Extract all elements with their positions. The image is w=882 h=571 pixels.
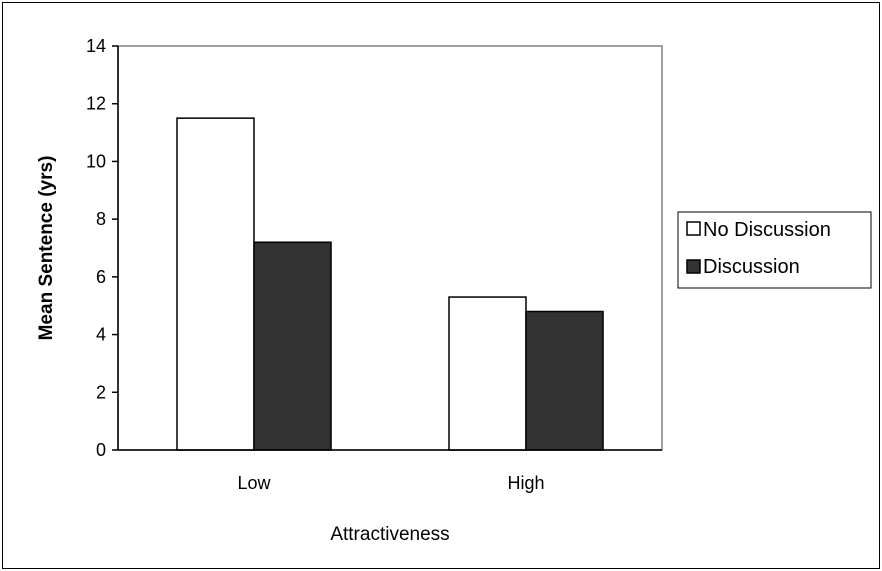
x-tick-label: High (507, 473, 544, 493)
y-tick-label: 6 (96, 267, 106, 287)
y-tick-label: 4 (96, 325, 106, 345)
y-tick-label: 0 (96, 440, 106, 460)
bars-layer (176, 117, 604, 451)
bar-no-discussion-high (448, 296, 527, 451)
x-tick-label: Low (237, 473, 271, 493)
y-tick-label: 2 (96, 382, 106, 402)
y-tick-label: 14 (86, 36, 106, 56)
y-tick-label: 12 (86, 94, 106, 114)
y-axis-title: Mean Sentence (yrs) (36, 156, 57, 341)
y-tick-label: 8 (96, 209, 106, 229)
bar-discussion-low (253, 241, 332, 451)
legend: No Discussion Discussion (677, 211, 872, 289)
x-axis-title: Attractiveness (330, 524, 449, 545)
legend-swatch-discussion (686, 259, 701, 274)
legend-label-discussion: Discussion (703, 256, 800, 278)
legend-swatch-no-discussion (686, 221, 701, 236)
y-tick-label: 10 (86, 151, 106, 171)
legend-label-no-discussion: No Discussion (703, 219, 831, 241)
bar-no-discussion-low (176, 117, 255, 451)
x-ticks-layer: Low High (237, 473, 544, 493)
bar-discussion-high (525, 310, 604, 451)
y-ticks-layer: 0 2 4 6 8 10 12 14 (86, 36, 118, 460)
legend-box (677, 211, 872, 289)
